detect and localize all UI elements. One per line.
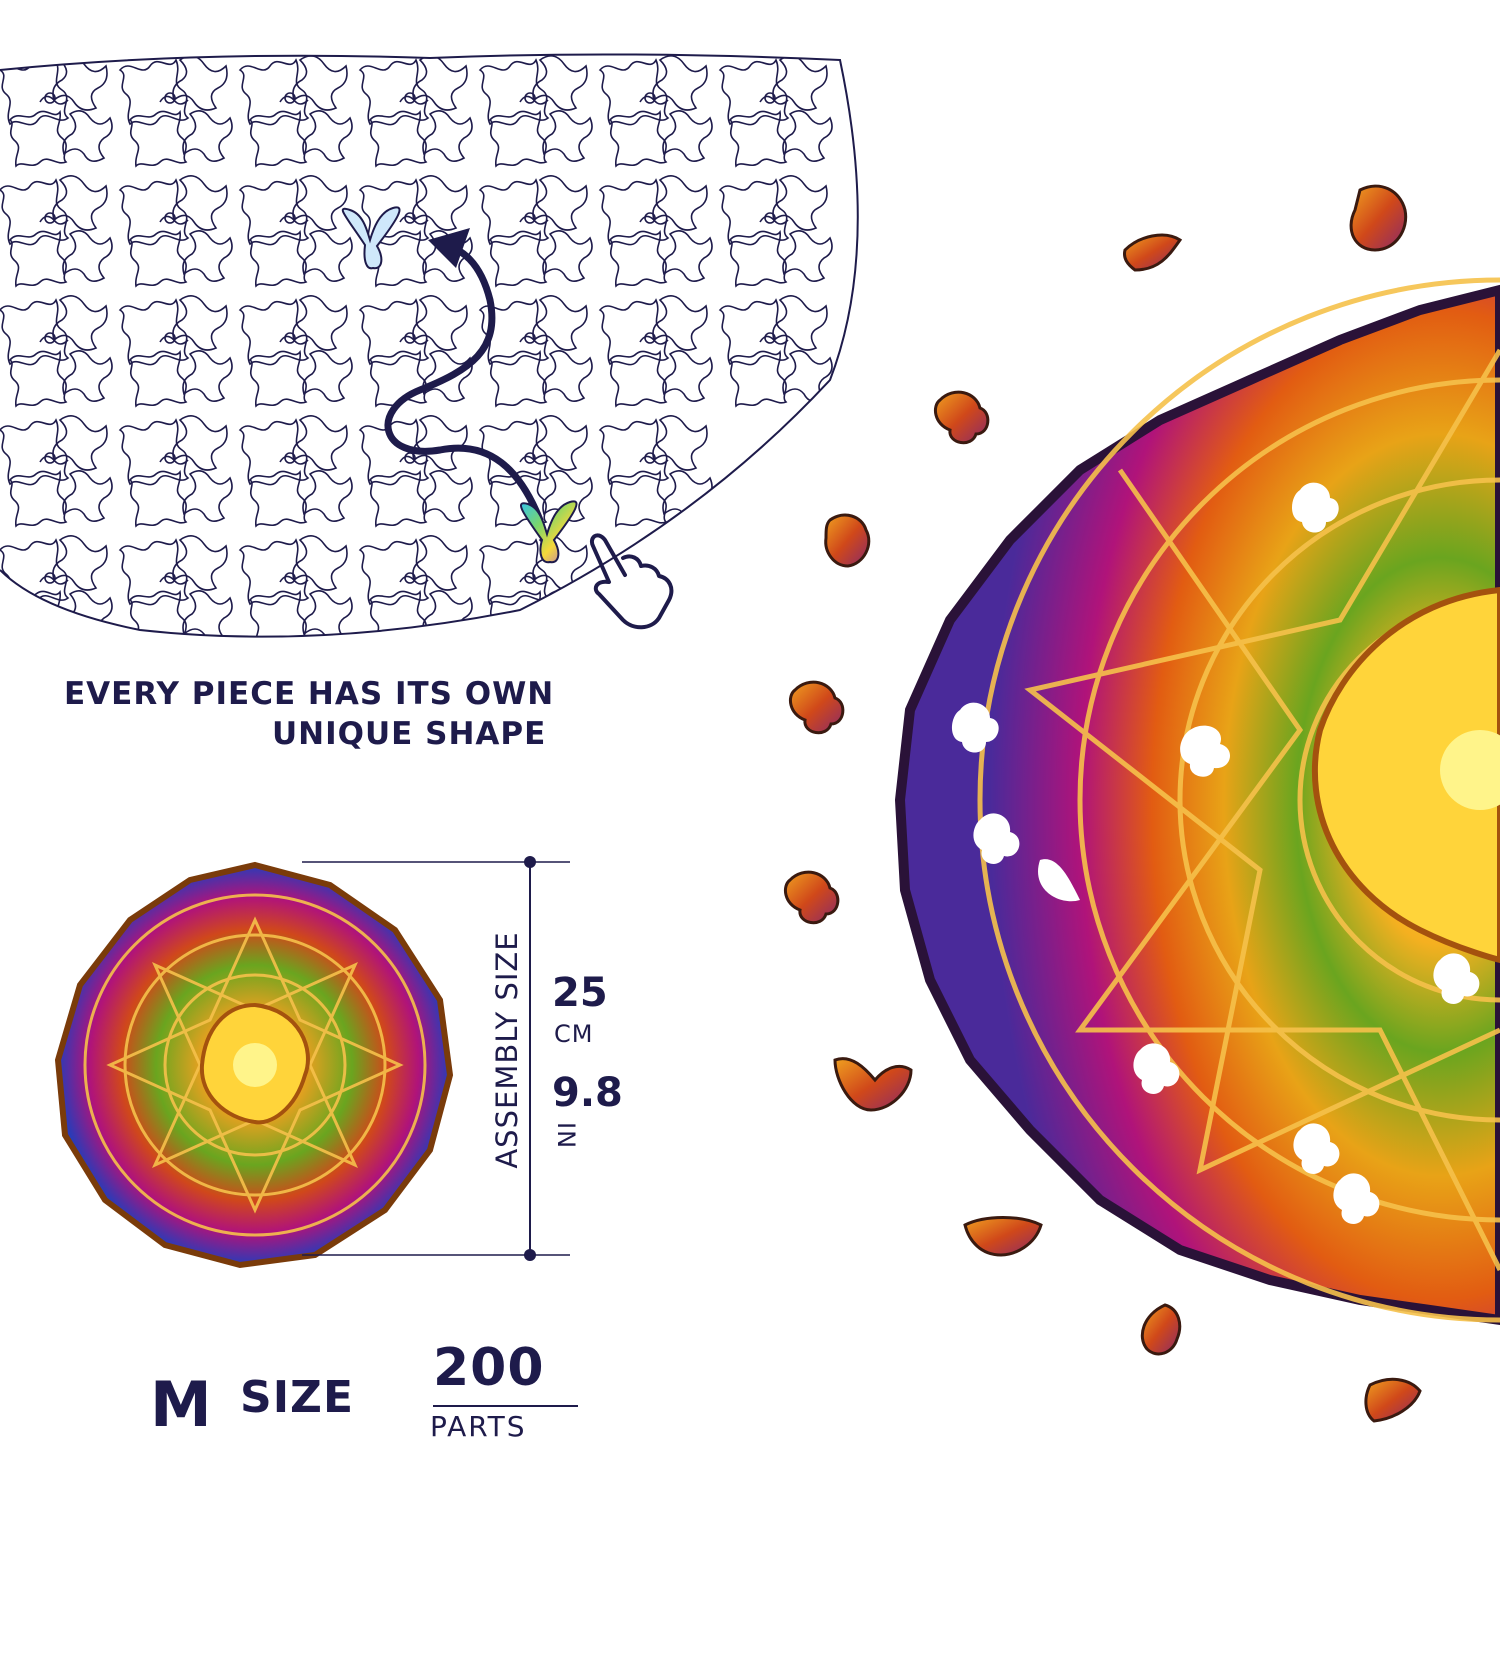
puzzle-outline-pattern <box>0 55 833 637</box>
puzzle-line-art <box>0 53 859 638</box>
parts-divider <box>433 1405 578 1407</box>
parts-label: PARTS <box>430 1410 527 1443</box>
assembly-size-label-wrap: ASSEMBLY SIZE <box>490 931 530 1680</box>
size-letter: M <box>150 1368 212 1441</box>
size-word: SIZE <box>240 1372 355 1423</box>
imperial-unit: IN <box>552 1122 580 1150</box>
mandala-puzzle-large-image <box>783 184 1500 1423</box>
pointing-hand-icon <box>590 533 674 630</box>
arrow-icon <box>384 228 544 524</box>
butterfly-slot-icon <box>341 206 401 270</box>
parts-count: 200 <box>433 1338 545 1398</box>
butterfly-icon <box>520 500 578 564</box>
mandala-puzzle-small-image <box>54 861 454 1269</box>
dimension-lines <box>302 856 570 1261</box>
imperial-unit-wrap: IN <box>552 1122 586 1152</box>
assembly-size-label: ASSEMBLY SIZE <box>490 931 524 1169</box>
metric-value: 25 <box>552 970 608 1016</box>
headline-line-2: UNIQUE SHAPE <box>272 716 547 752</box>
metric-unit: CM <box>554 1020 594 1048</box>
headline-line-1: EVERY PIECE HAS ITS OWN <box>64 676 555 712</box>
imperial-value: 9.8 <box>552 1070 623 1116</box>
